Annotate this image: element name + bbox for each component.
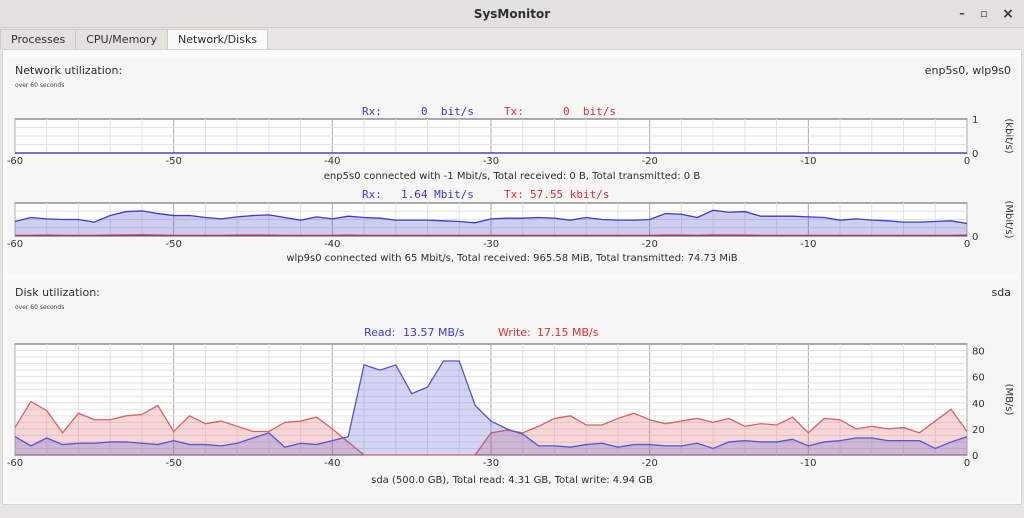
tab-network-disks[interactable]: Network/Disks [167,29,269,49]
network-title: Network utilization: [15,64,123,77]
x-tick-label: 0 [964,239,970,250]
x-tick-label: -10 [800,239,816,250]
x-tick-label: 0 [964,458,970,469]
x-tick-label: -50 [165,239,181,250]
series-area-rx [15,210,967,236]
x-tick-label: -10 [800,156,816,167]
tab-bar: Processes CPU/Memory Network/Disks [0,29,269,49]
chart-0: -60 -50 -40 -30 -20 -10 00 1 (kbit/s) [7,115,1014,167]
x-tick-label: -50 [165,458,181,469]
title-bar: SysMonitor – ▫ × [0,0,1024,28]
y-axis-label: (kbit/s) [1003,118,1014,153]
x-tick-label: -30 [483,156,499,167]
disk-read-value: 13.57 MB/s [403,326,465,339]
x-tick-label: -30 [483,458,499,469]
x-tick-label: -20 [641,156,657,167]
y-tick-label: 1 [972,115,978,126]
y-tick-label: 0 [972,232,978,243]
series-area-read [15,360,967,455]
disk-device: sda [991,286,1011,299]
wlp-rx-value: 1.64 Mbit/s [401,188,474,201]
x-tick-label: -60 [7,458,23,469]
series-line-write [14,400,968,456]
enp-rx-value: 0 bit/s [421,105,474,118]
y-tick-label: 80 [972,347,985,358]
disk-read-label: Read: [364,326,396,339]
wlp-tx-value: 57.55 kbit/s [530,188,610,201]
series-line-rx [14,209,968,225]
enp-rx-label: Rx: [362,105,382,118]
chart-2: -60 -50 -40 -30 -20 -10 00 20 40 60 80 (MB/s) [7,343,1014,469]
y-tick-label: 0 [972,149,978,160]
x-tick-label: -40 [324,458,340,469]
disk-title: Disk utilization: [15,286,100,299]
minimize-button[interactable]: – [959,7,965,20]
x-tick-label: -10 [800,458,816,469]
network-interfaces: enp5s0, wlp9s0 [924,64,1011,77]
chart-1: -60 -50 -40 -30 -20 -10 00 (Mbit/s) [7,200,1014,250]
x-tick-label: -20 [641,239,657,250]
x-tick-label: 0 [964,156,970,167]
y-axis-label: (Mbit/s) [1003,200,1014,238]
tab-processes[interactable]: Processes [0,29,77,49]
window-title: SysMonitor [473,7,551,21]
enp-tx-value: 0 bit/s [563,105,616,118]
x-tick-label: -60 [7,156,23,167]
x-tick-label: -40 [324,239,340,250]
close-button[interactable]: × [1002,6,1014,22]
y-tick-label: 20 [972,425,985,436]
disk-status: sda (500.0 GB), Total read: 4.31 GB, Tot… [371,475,653,486]
disk-write-value: 17.15 MB/s [537,326,599,339]
wlp-status: wlp9s0 connected with 65 Mbit/s, Total r… [286,253,738,264]
y-tick-label: 0 [972,451,978,462]
x-tick-label: -40 [324,156,340,167]
x-tick-label: -30 [483,239,499,250]
enp-status: enp5s0 connected with -1 Mbit/s, Total r… [323,171,701,182]
wlp-rx-label: Rx: [362,188,382,201]
x-tick-label: -60 [7,239,23,250]
x-tick-label: -20 [641,458,657,469]
disk-write-label: Write: [498,326,531,339]
y-tick-label: 40 [972,399,985,410]
series-line-read [14,360,968,450]
network-subtitle: over 60 seconds [15,82,65,89]
wlp-tx-label: Tx: [504,188,524,201]
maximize-button[interactable]: ▫ [980,7,988,20]
y-axis-label: (MB/s) [1003,384,1014,416]
network-section: Network utilization: over 60 seconds enp… [7,58,1019,274]
y-tick-label: 60 [972,373,985,384]
x-tick-label: -50 [165,156,181,167]
enp-tx-label: Tx: [504,105,524,118]
disk-subtitle: over 60 seconds [15,304,65,311]
